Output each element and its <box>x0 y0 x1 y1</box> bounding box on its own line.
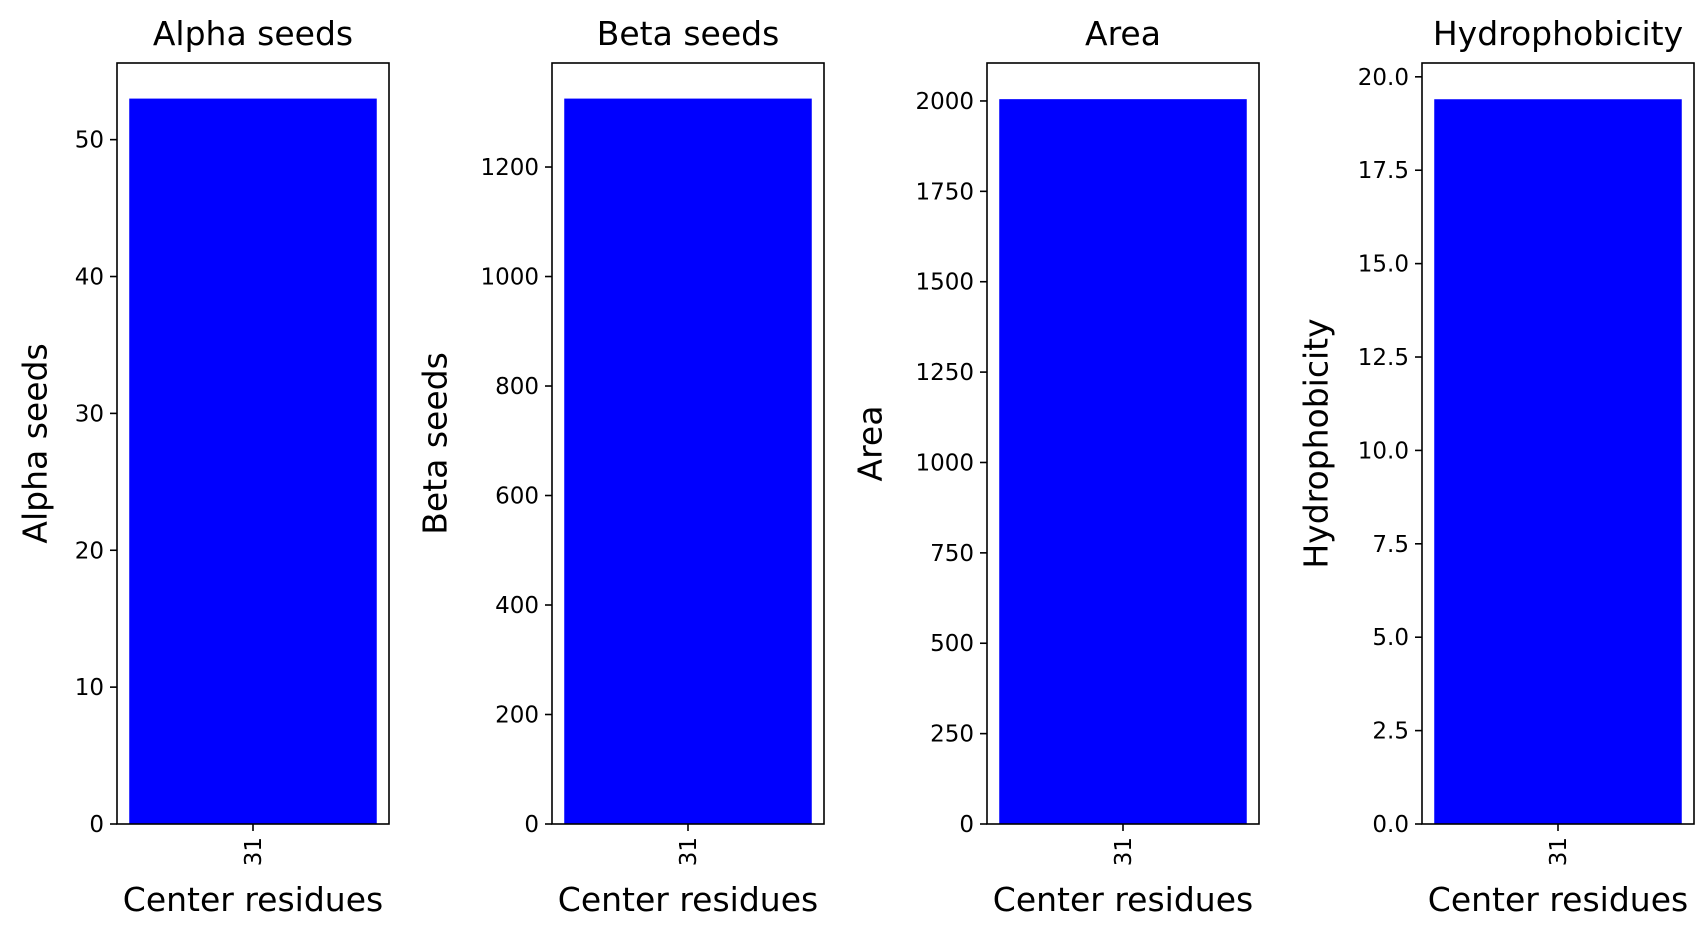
y-tick-label: 0.0 <box>1372 812 1409 838</box>
y-axis-label: Beta seeds <box>416 352 455 535</box>
y-tick-label: 10 <box>75 675 104 701</box>
x-axis-label: Center residues <box>558 880 818 919</box>
x-tick-label: 31 <box>1111 837 1137 866</box>
x-tick-label: 31 <box>676 837 702 866</box>
y-tick-label: 0 <box>89 812 104 838</box>
y-tick-label: 1000 <box>480 265 539 291</box>
y-axis-label: Alpha seeds <box>16 343 55 543</box>
y-tick-label: 1250 <box>915 360 974 386</box>
y-tick-label: 0 <box>524 812 539 838</box>
y-tick-label: 1500 <box>915 270 974 296</box>
y-tick-label: 10.0 <box>1358 438 1409 464</box>
chart-panel-1: 0 10 20 30 40 50 31 Alpha seeds Center residues A… <box>16 14 390 919</box>
y-tick-label: 2000 <box>915 89 974 115</box>
y-tick-label: 20.0 <box>1358 65 1409 91</box>
x-tick-label: 31 <box>241 837 267 866</box>
x-axis-label: Center residues <box>993 880 1253 919</box>
bar-31 <box>999 99 1247 824</box>
bar-31 <box>129 98 377 825</box>
y-tick-label: 400 <box>495 593 539 619</box>
y-tick-label: 1200 <box>480 155 539 181</box>
y-tick-label: 12.5 <box>1358 345 1409 371</box>
y-tick-label: 250 <box>930 722 974 748</box>
y-tick-label: 750 <box>930 541 974 567</box>
chart-title: Beta seeds <box>597 14 780 53</box>
y-tick-label: 30 <box>75 401 104 427</box>
chart-title: Hydrophobicity <box>1433 14 1683 53</box>
chart-panel-4: 0.0 2.5 5.0 7.5 10.0 12.5 15.0 17.5 20.0 31 Hydrop… <box>1297 14 1695 919</box>
y-tick-label: 0 <box>959 812 974 838</box>
chart-title: Area <box>1085 14 1161 53</box>
y-tick-label: 40 <box>75 265 104 291</box>
y-tick-label: 17.5 <box>1358 158 1409 184</box>
chart-panel-3: 0 250 500 750 1000 1250 1500 1750 2000 31 Area Cent… <box>851 14 1260 919</box>
x-axis-label: Center residues <box>123 880 383 919</box>
y-tick-label: 1750 <box>915 179 974 205</box>
y-tick-label: 15.0 <box>1358 252 1409 278</box>
y-axis-label: Area <box>851 406 890 482</box>
bar-31 <box>1434 99 1682 824</box>
y-tick-label: 20 <box>75 538 104 564</box>
y-tick-label: 200 <box>495 703 539 729</box>
x-axis-label: Center residues <box>1428 880 1688 919</box>
chart-title: Alpha seeds <box>153 14 353 53</box>
x-tick-label: 31 <box>1546 837 1572 866</box>
bar-31 <box>564 98 812 825</box>
y-axis-label: Hydrophobicity <box>1297 318 1336 568</box>
y-tick-label: 1000 <box>915 450 974 476</box>
y-tick-label: 800 <box>495 374 539 400</box>
y-tick-label: 600 <box>495 484 539 510</box>
y-tick-label: 7.5 <box>1372 532 1409 558</box>
y-tick-label: 5.0 <box>1372 625 1409 651</box>
y-tick-label: 500 <box>930 631 974 657</box>
y-tick-label: 2.5 <box>1372 719 1409 745</box>
y-tick-label: 50 <box>75 128 104 154</box>
chart-panel-2: 0 200 400 600 800 1000 1200 31 Beta seeds Center … <box>416 14 825 919</box>
